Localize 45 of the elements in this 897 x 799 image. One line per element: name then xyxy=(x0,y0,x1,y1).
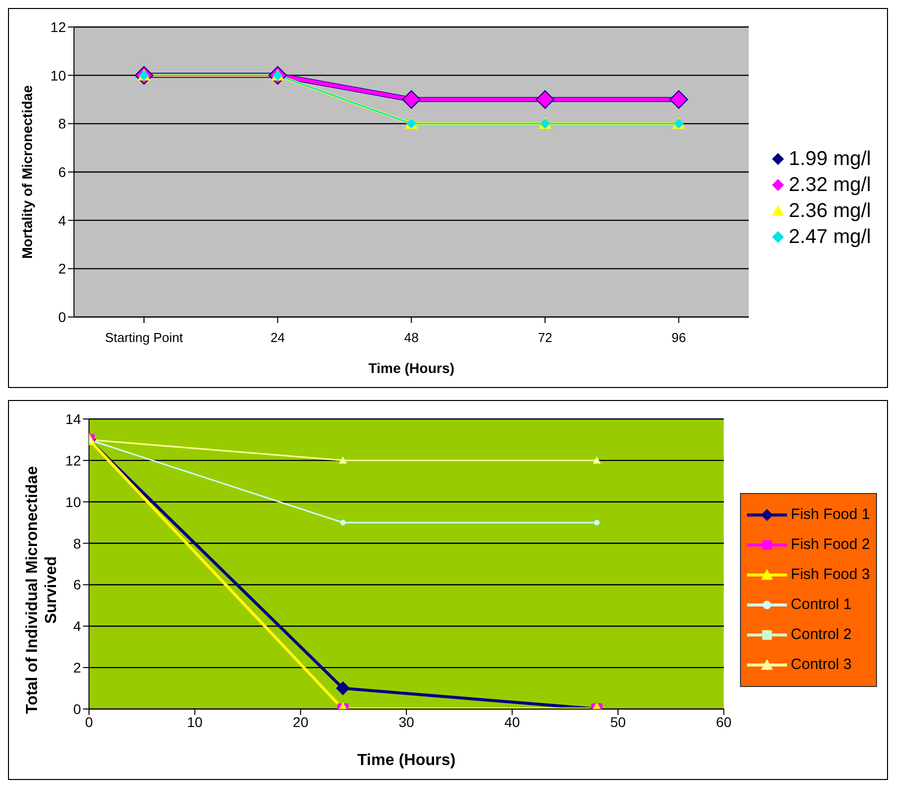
x-tick-label: 48 xyxy=(404,330,419,346)
y-tick-label: 6 xyxy=(73,576,82,593)
y-axis-title: Mortality of Micronectidae xyxy=(18,85,35,259)
x-tick-label: 30 xyxy=(398,714,414,730)
x-tick-label: 96 xyxy=(672,330,686,346)
y-tick-label: 12 xyxy=(50,18,66,35)
legend-label: 2.36 mg/l xyxy=(788,199,871,224)
y-tick-label: 4 xyxy=(58,212,66,228)
legend-label: 1.99 mg/l xyxy=(788,147,871,172)
x-tick-label: 24 xyxy=(270,330,285,346)
legend-label: Fish Food 1 xyxy=(790,505,870,525)
x-tick-label: 72 xyxy=(538,330,552,346)
y-tick-label: 6 xyxy=(58,164,66,180)
point xyxy=(338,456,347,464)
point xyxy=(592,456,601,464)
y-tick-label: 8 xyxy=(73,535,82,552)
legend-label: 2.47 mg/l xyxy=(788,225,871,250)
legend-label: 2.32 mg/l xyxy=(788,173,871,198)
x-tick-label: 60 xyxy=(716,714,732,730)
x-tick-label: 20 xyxy=(292,714,309,730)
point xyxy=(340,520,346,526)
legend-label: Control 3 xyxy=(790,655,852,675)
y-tick-label: 0 xyxy=(73,700,82,717)
y-axis-title: Total of Individual Micronectidae Survived xyxy=(23,465,61,716)
y-tick-label: 8 xyxy=(58,116,66,132)
legend-label: Control 1 xyxy=(790,595,852,615)
point xyxy=(594,520,600,526)
legend-label: Fish Food 3 xyxy=(790,565,870,585)
y-tick-label: 2 xyxy=(58,260,66,277)
legend-label: Control 2 xyxy=(790,625,852,645)
y-tick-label: 4 xyxy=(73,618,82,634)
y-tick-label: 0 xyxy=(58,308,66,325)
y-tick-label: 12 xyxy=(65,452,82,468)
legend-label: Fish Food 2 xyxy=(790,535,870,555)
x-tick-label: 40 xyxy=(504,714,520,730)
x-tick-label: 0 xyxy=(85,714,94,730)
x-tick-label: 10 xyxy=(187,714,203,730)
x-tick-label: 50 xyxy=(610,714,626,730)
x-axis-title: Time (Hours) xyxy=(368,360,454,376)
y-tick-label: 14 xyxy=(65,410,82,427)
y-tick-label: 10 xyxy=(65,494,82,510)
y-tick-label: 10 xyxy=(50,67,66,84)
x-axis-title: Time (Hours) xyxy=(357,752,456,769)
x-tick-label: Starting Point xyxy=(104,330,184,346)
y-tick-label: 2 xyxy=(73,660,82,676)
